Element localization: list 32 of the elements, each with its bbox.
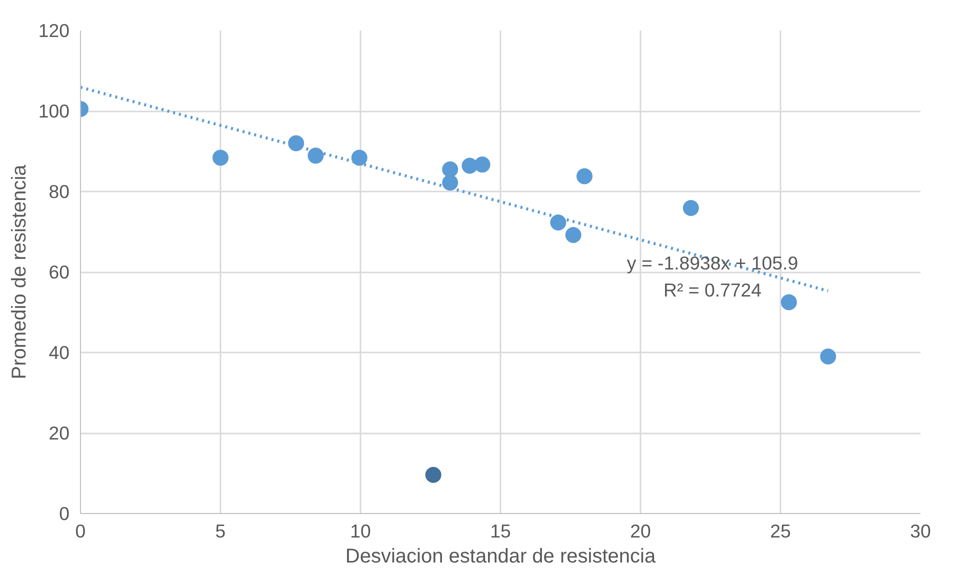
y-tick-label: 60	[48, 262, 70, 282]
x-tick-label: 20	[630, 520, 651, 542]
point	[308, 148, 324, 164]
y-tick-label: 100	[38, 100, 70, 122]
y-tick-label: 40	[48, 342, 70, 363]
point	[425, 466, 442, 483]
point	[351, 150, 368, 166]
y-tick-label: 20	[48, 422, 70, 444]
point	[212, 150, 228, 166]
annotation: y = -1.8938x + 105.9	[626, 252, 798, 274]
y-axis-title: Promedio de resistencia	[8, 164, 30, 380]
annotation: R² = 0.7724	[663, 280, 762, 300]
point	[780, 294, 797, 310]
y-tick-label: 0	[59, 503, 70, 524]
point	[474, 156, 490, 173]
point	[442, 174, 458, 191]
x-tick-label: 5	[215, 520, 226, 542]
point	[442, 161, 458, 178]
x-axis-title: Desviacion estandar de resistencia	[345, 546, 656, 568]
point	[576, 168, 592, 184]
x-tick-label: 0	[75, 520, 86, 542]
y-tick-label: 120	[38, 20, 70, 41]
point	[565, 226, 582, 243]
x-tick-label: 10	[350, 520, 371, 542]
y-tick-label: 80	[48, 181, 70, 202]
x-tick-label: 25	[770, 520, 791, 542]
point	[288, 135, 304, 152]
point	[820, 348, 836, 365]
point	[682, 200, 699, 216]
x-tick-label: 15	[490, 520, 511, 542]
point	[550, 214, 566, 230]
x-tick-label: 30	[910, 520, 931, 542]
